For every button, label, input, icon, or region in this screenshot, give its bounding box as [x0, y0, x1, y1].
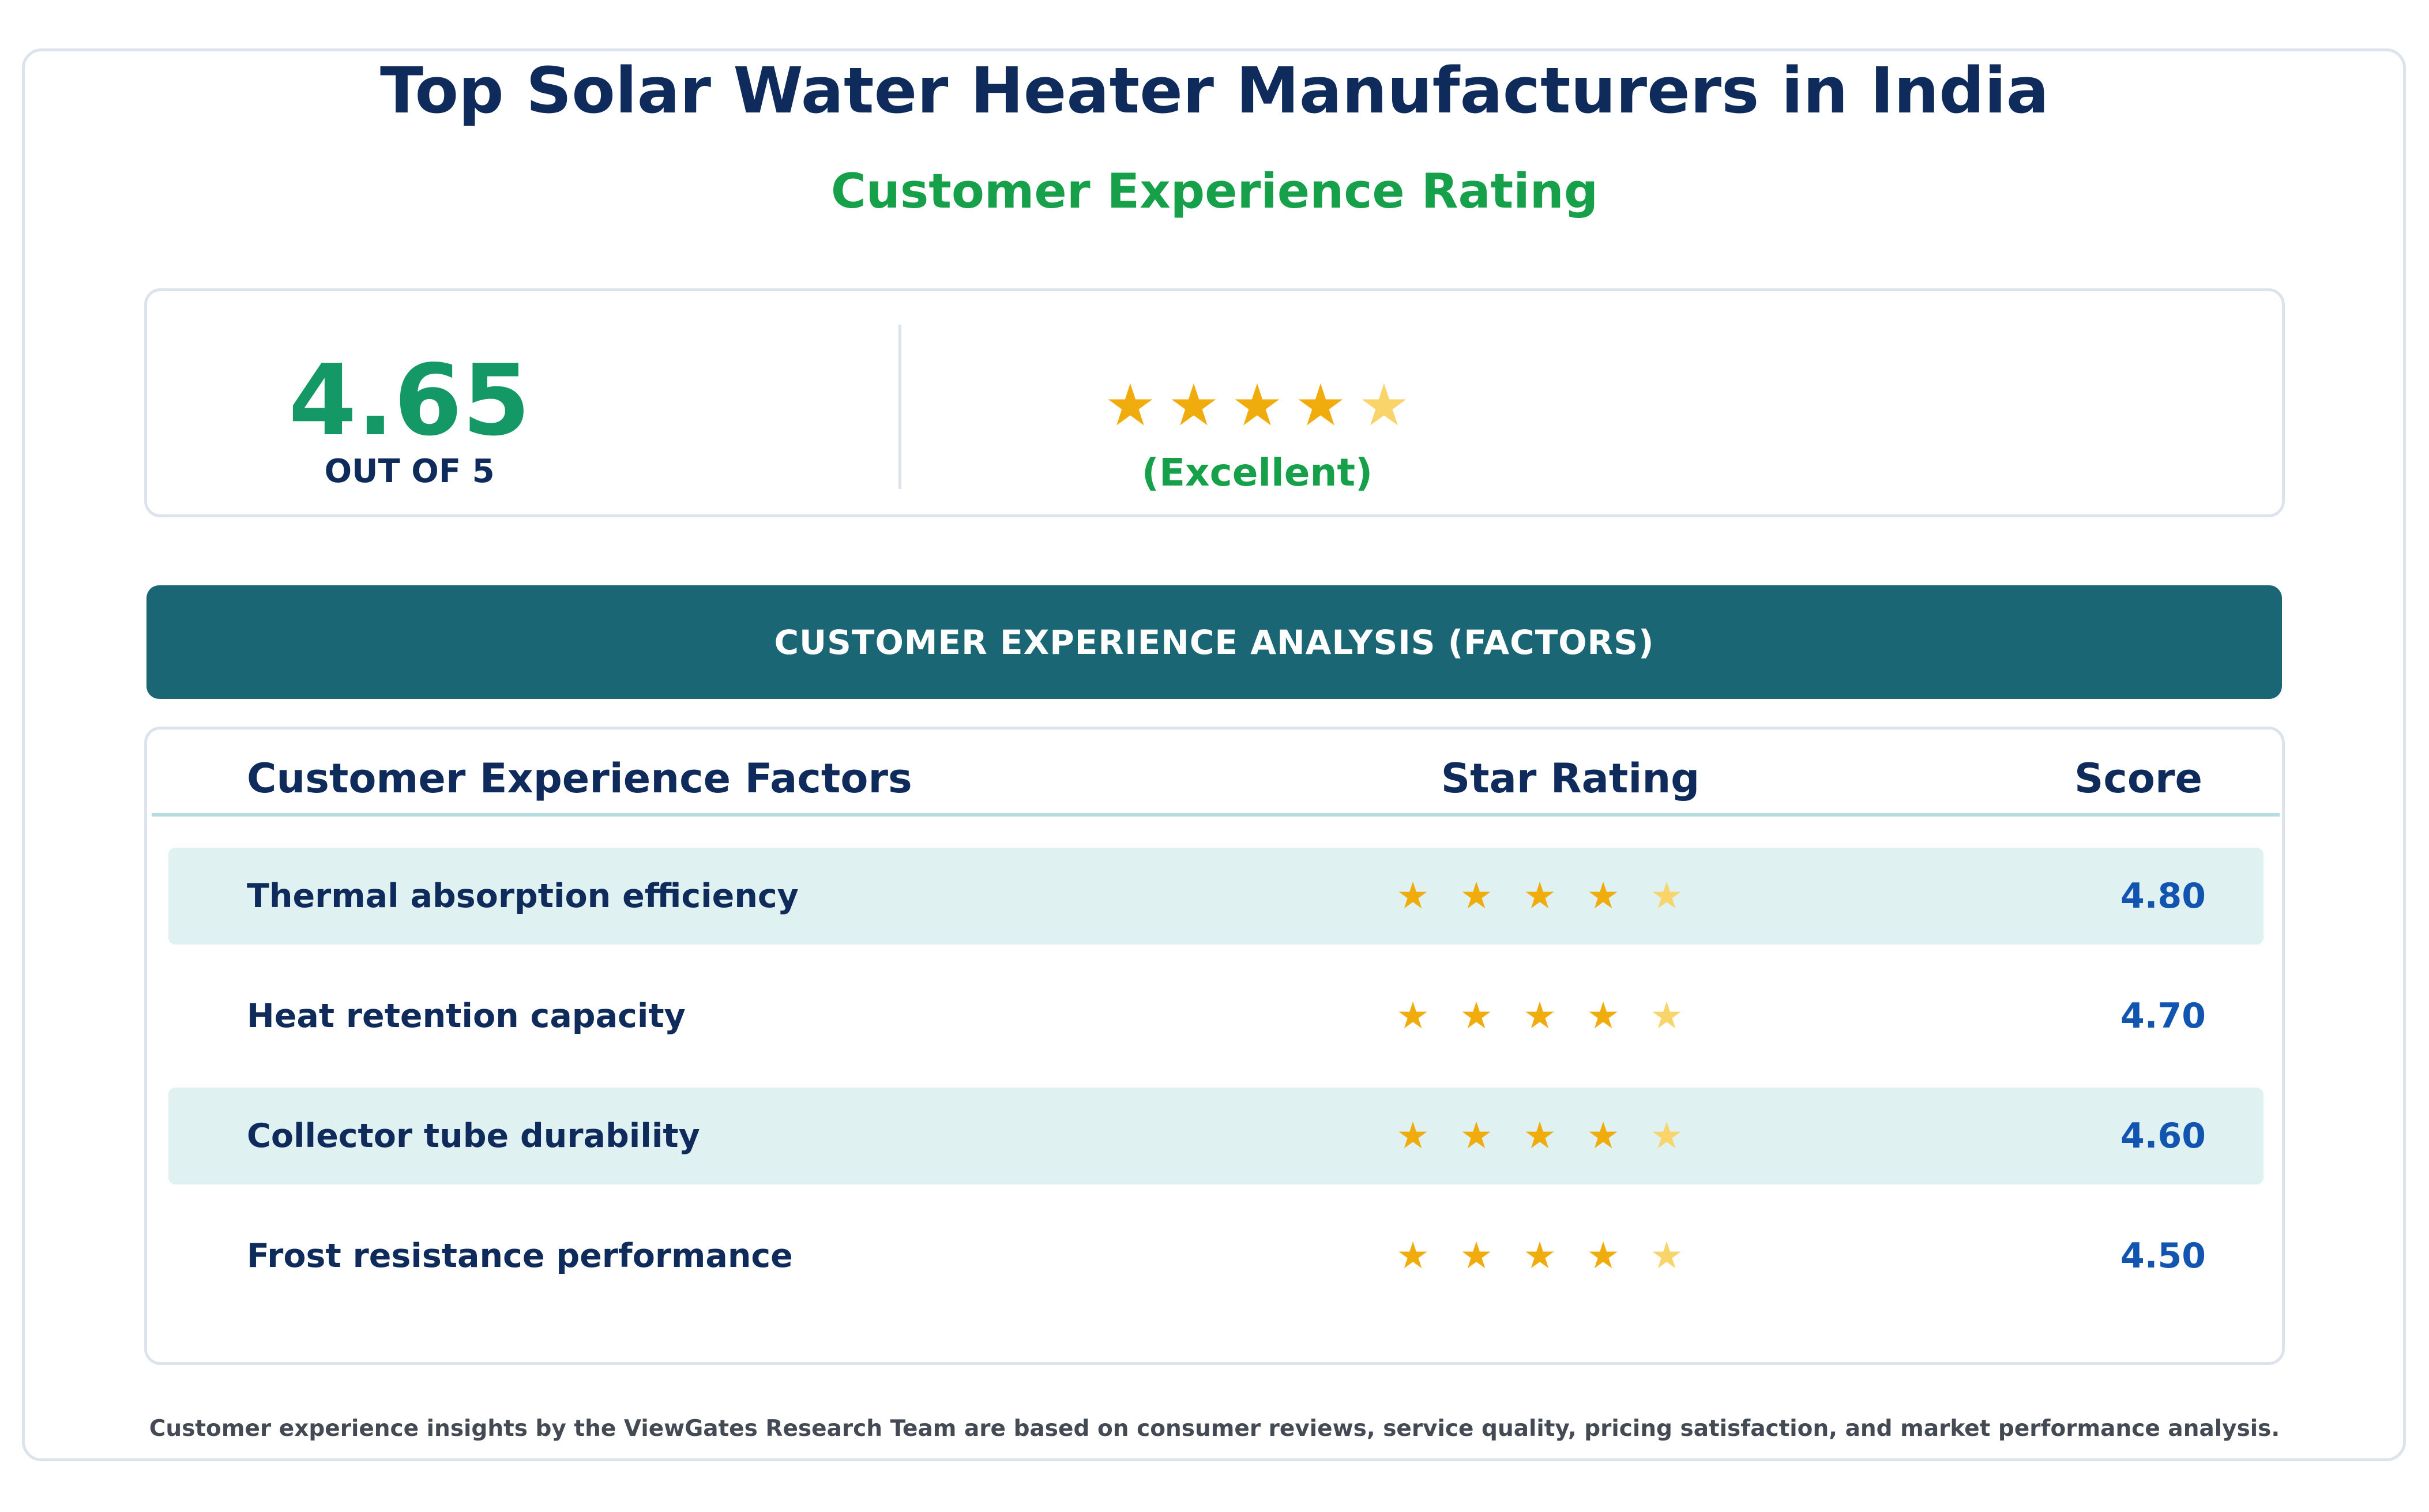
star-icon: ★ [1523, 1235, 1556, 1277]
star-icon: ★ [1396, 995, 1430, 1037]
star-icon: ★ [1586, 1115, 1620, 1157]
star-icon: ★ [1231, 371, 1283, 439]
star-icon: ★ [1396, 1235, 1430, 1277]
factor-score: 4.50 [2120, 1236, 2206, 1276]
row-star-rating: ★ ★ ★ ★ ★ [1381, 848, 1698, 945]
factors-table: Customer Experience Factors Star Rating … [144, 727, 2285, 1365]
factor-score: 4.60 [2120, 1116, 2206, 1156]
star-icon: ★ [1295, 371, 1347, 439]
star-icon: ★ [1523, 875, 1556, 917]
star-icon: ★ [1168, 371, 1220, 439]
row-star-rating: ★ ★ ★ ★ ★ [1381, 1208, 1698, 1304]
star-icon: ★ [1586, 1235, 1620, 1277]
column-header-score: Score [2074, 755, 2202, 802]
star-icon: ★ [1358, 371, 1410, 439]
star-icon: ★ [1460, 995, 1493, 1037]
page-frame [22, 48, 2406, 1461]
star-icon: ★ [1650, 995, 1683, 1037]
star-icon: ★ [1460, 875, 1493, 917]
table-row: Collector tube durability ★ ★ ★ ★ ★ 4.60 [168, 1088, 2263, 1184]
star-icon: ★ [1650, 1115, 1683, 1157]
row-star-rating: ★ ★ ★ ★ ★ [1381, 968, 1698, 1065]
column-header-star-rating: Star Rating [1441, 755, 1700, 802]
rating-verdict: (Excellent) [1141, 450, 1373, 495]
star-icon: ★ [1460, 1235, 1493, 1277]
star-icon: ★ [1396, 1115, 1430, 1157]
factor-score: 4.80 [2120, 876, 2206, 916]
factor-label: Thermal absorption efficiency [247, 877, 799, 915]
star-icon: ★ [1586, 995, 1620, 1037]
page-subtitle: Customer Experience Rating [830, 163, 1599, 219]
factor-score: 4.70 [2120, 996, 2206, 1036]
row-star-rating: ★ ★ ★ ★ ★ [1381, 1088, 1698, 1184]
star-icon: ★ [1650, 875, 1683, 917]
header-divider [152, 813, 2280, 817]
factor-label: Heat retention capacity [247, 997, 686, 1035]
table-row: Thermal absorption efficiency ★ ★ ★ ★ ★ 4.80 [168, 848, 2263, 945]
star-icon: ★ [1523, 995, 1556, 1037]
table-row: Frost resistance performance ★ ★ ★ ★ ★ 4.50 [168, 1208, 2263, 1304]
table-row: Heat retention capacity ★ ★ ★ ★ ★ 4.70 [168, 968, 2263, 1065]
star-icon: ★ [1650, 1235, 1683, 1277]
overall-score-scale: OUT OF 5 [324, 453, 495, 490]
star-icon: ★ [1104, 371, 1156, 439]
star-icon: ★ [1523, 1115, 1556, 1157]
overall-rating-card: 4.65 OUT OF 5 ★ ★ ★ ★ ★ (Excellent) [144, 288, 2285, 517]
overall-score: 4.65 [288, 344, 531, 458]
factor-label: Collector tube durability [247, 1117, 700, 1155]
factor-label: Frost resistance performance [247, 1237, 793, 1275]
footnote: Customer experience insights by the View… [149, 1416, 2280, 1442]
page-title: Top Solar Water Heater Manufacturers in … [380, 54, 2049, 127]
star-icon: ★ [1396, 875, 1430, 917]
summary-divider [898, 325, 901, 489]
overall-star-rating: ★ ★ ★ ★ ★ [1099, 365, 1416, 446]
section-banner: CUSTOMER EXPERIENCE ANALYSIS (FACTORS) [146, 585, 2282, 699]
star-icon: ★ [1460, 1115, 1493, 1157]
star-icon: ★ [1586, 875, 1620, 917]
column-header-factor: Customer Experience Factors [247, 755, 912, 802]
